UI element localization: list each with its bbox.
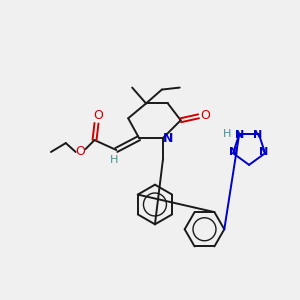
Text: N: N (254, 130, 262, 140)
Text: O: O (76, 146, 85, 158)
Text: H: H (223, 129, 232, 139)
Text: N: N (163, 132, 173, 145)
Text: N: N (235, 130, 244, 140)
Text: O: O (200, 109, 210, 122)
Text: H: H (110, 155, 118, 165)
Text: N: N (230, 147, 239, 157)
Text: N: N (260, 147, 269, 157)
Text: O: O (94, 109, 103, 122)
